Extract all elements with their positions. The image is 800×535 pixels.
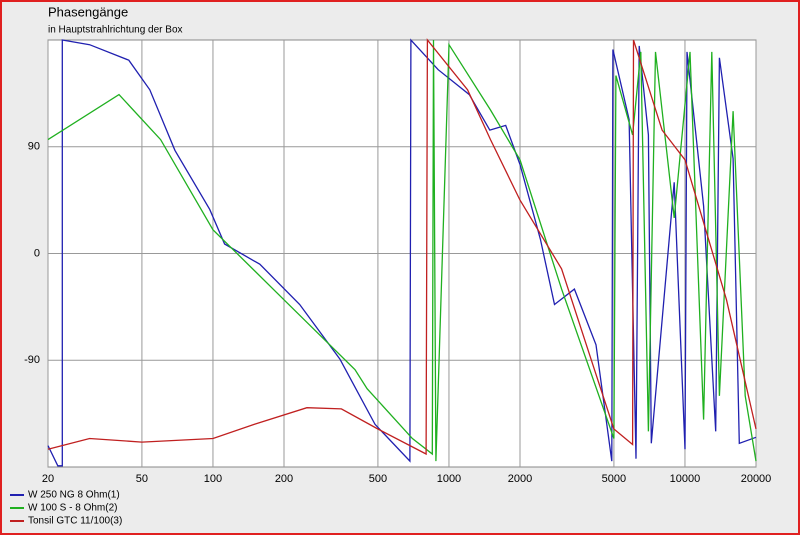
x-tick-label: 20 [42,473,54,485]
x-tick-label: 5000 [602,473,626,485]
legend-label: W 100 S - 8 Ohm(2) [28,503,117,514]
x-tick-label: 2000 [508,473,532,485]
y-tick-label: -90 [24,354,40,366]
x-tick-label: 500 [369,473,387,485]
legend-label: W 250 NG 8 Ohm(1) [28,490,120,501]
chart-subtitle: in Hauptstrahlrichtung der Box [48,25,183,36]
x-tick-label: 50 [136,473,148,485]
x-tick-label: 100 [204,473,222,485]
y-tick-label: 0 [34,247,40,259]
chart-title: Phasengänge [48,4,128,19]
series-line [47,38,757,467]
series-line [47,38,757,456]
x-tick-label: 1000 [437,473,461,485]
legend-label: Tonsil GTC 11/100(3) [28,516,122,527]
x-tick-label: 10000 [670,473,701,485]
x-tick-label: 20000 [741,473,772,485]
y-tick-label: 90 [28,141,40,153]
series-line [47,39,757,462]
x-tick-label: 200 [275,473,293,485]
